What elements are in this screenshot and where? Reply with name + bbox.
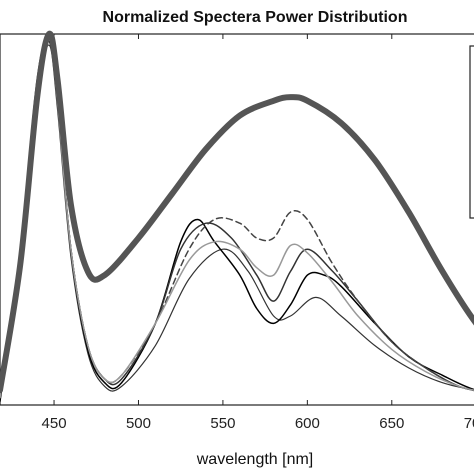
x-tick-label: 500 xyxy=(126,415,151,432)
x-tick-label: 650 xyxy=(379,415,404,432)
legend-box xyxy=(469,45,474,219)
x-tick-label: 700 xyxy=(464,415,474,432)
chart-title: Normalized Spectera Power Distribution xyxy=(102,9,408,26)
x-tick-label: 600 xyxy=(295,415,320,432)
x-tick-label: 450 xyxy=(42,415,67,432)
x-tick-label: 550 xyxy=(210,415,235,432)
axes-box xyxy=(0,33,474,406)
x-axis-label: wavelength [nm] xyxy=(196,451,314,468)
series-line-6 xyxy=(0,44,474,399)
series-line-1 xyxy=(0,30,474,394)
